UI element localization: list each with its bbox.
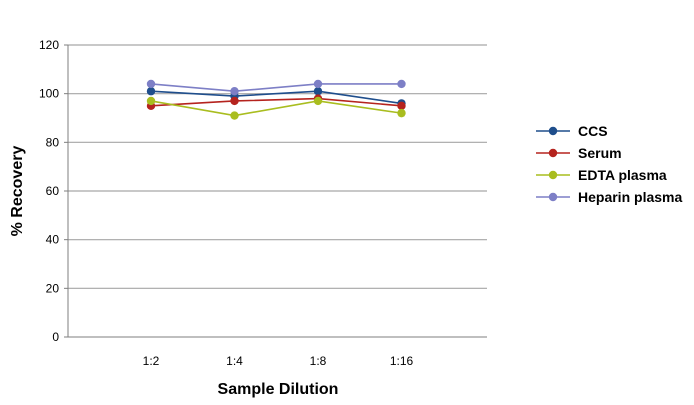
- legend-label: Heparin plasma: [578, 189, 682, 205]
- x-tick-label: 1:2: [143, 354, 160, 368]
- series-line: [150, 90, 402, 105]
- data-point: [230, 87, 239, 96]
- legend-marker: [548, 170, 558, 180]
- data-point: [146, 87, 156, 96]
- x-axis-title: Sample Dilution: [218, 381, 339, 398]
- y-tick-label: 120: [39, 38, 59, 52]
- series-heparin-plasma: [146, 79, 406, 96]
- x-tick-label: 1:16: [390, 354, 414, 368]
- series-lines: [146, 79, 406, 120]
- y-tick-label: 60: [46, 184, 60, 198]
- data-point: [146, 79, 156, 89]
- series-line: [150, 100, 402, 117]
- data-point: [397, 101, 406, 111]
- x-tick-label: 1:4: [226, 354, 243, 368]
- axes: [64, 44, 487, 338]
- legend-marker: [548, 148, 558, 158]
- data-point: [146, 96, 156, 106]
- y-axis-title: % Recovery: [9, 146, 26, 237]
- legend-marker: [548, 126, 558, 136]
- data-point: [397, 79, 406, 89]
- legend-label: EDTA plasma: [578, 167, 667, 183]
- legend: CCS Serum EDTA plasma Heparin plasma: [536, 123, 682, 205]
- legend-item: Serum: [536, 145, 622, 161]
- x-tick-labels: 1:2 1:4 1:8 1:16: [143, 354, 414, 368]
- legend-label: CCS: [578, 123, 608, 139]
- legend-label: Serum: [578, 145, 622, 161]
- y-tick-label: 100: [39, 87, 59, 101]
- data-point: [230, 111, 239, 120]
- legend-marker: [548, 192, 558, 202]
- data-point: [397, 108, 406, 118]
- legend-item: Heparin plasma: [536, 189, 682, 205]
- legend-item: EDTA plasma: [536, 167, 667, 183]
- legend-item: CCS: [536, 123, 608, 139]
- data-point: [313, 79, 323, 89]
- y-tick-label: 0: [52, 330, 59, 344]
- series-line: [150, 97, 402, 107]
- y-tick-label: 20: [46, 281, 60, 295]
- data-point: [230, 96, 239, 106]
- gridlines: [68, 44, 487, 289]
- data-point: [313, 96, 323, 106]
- series-line: [150, 83, 402, 93]
- y-tick-label: 40: [46, 233, 60, 247]
- x-tick-label: 1:8: [310, 354, 327, 368]
- y-tick-label: 80: [46, 135, 60, 149]
- data-point: [313, 87, 323, 96]
- y-tick-labels: 0 20 40 60 80 100 120: [39, 38, 59, 344]
- series-edta-plasma: [146, 96, 406, 120]
